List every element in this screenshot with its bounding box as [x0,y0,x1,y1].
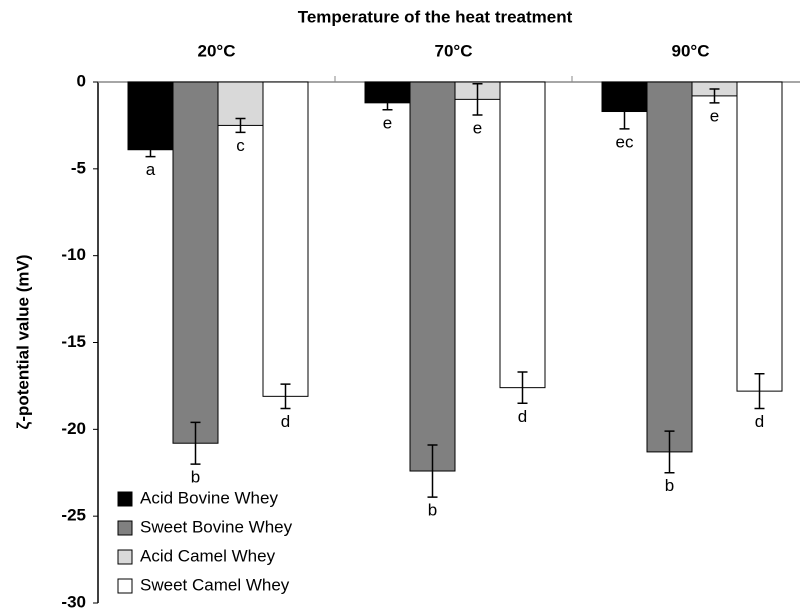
legend-label: Acid Camel Whey [140,546,276,565]
significance-letter: d [755,412,764,431]
bar [499,81,546,389]
legend-swatch [117,578,133,594]
y-tick-label: -20 [61,419,86,438]
y-tick-label: -25 [61,506,86,525]
category-label: 20°C [198,41,236,60]
significance-letter: b [428,501,437,520]
legend-swatch [117,491,133,507]
legend-label: Sweet Bovine Whey [140,517,293,536]
bar [409,81,456,472]
category-label: 90°C [672,41,710,60]
error-bar [664,430,675,474]
significance-letter: b [665,476,674,495]
bar [736,81,783,392]
significance-letter: b [191,468,200,487]
y-tick-label: -5 [71,158,86,177]
y-axis-label: ζ-potential value (mV) [13,254,32,429]
significance-letter: d [518,407,527,426]
y-tick-label: 0 [77,71,86,90]
bar [262,81,309,397]
significance-letter: e [383,113,392,132]
error-bar [382,95,393,111]
error-bar [517,371,528,405]
significance-letter: d [281,412,290,431]
legend-swatch [117,549,133,565]
bar [646,81,693,453]
error-bar [235,117,246,134]
category-label: 70°C [435,41,473,60]
bar [172,81,219,444]
legend-swatch [117,520,133,536]
significance-letter: ec [616,132,634,151]
legend-label: Sweet Camel Whey [140,575,290,594]
significance-letter: e [710,106,719,125]
y-tick-label: -10 [61,245,86,264]
error-bar [145,142,156,158]
error-bar [472,82,483,116]
bar [127,81,174,151]
legend-label: Acid Bovine Whey [140,488,278,507]
significance-letter: e [473,118,482,137]
significance-letter: c [236,136,245,155]
error-bar [190,421,201,465]
error-bar [709,88,720,104]
chart-title: Temperature of the heat treatment [298,7,573,26]
error-bar [619,93,630,130]
error-bar [754,373,765,410]
significance-letter: a [146,160,156,179]
error-bar [280,383,291,410]
error-bar [427,444,438,498]
y-tick-label: -30 [61,592,86,611]
y-tick-label: -15 [61,332,86,351]
